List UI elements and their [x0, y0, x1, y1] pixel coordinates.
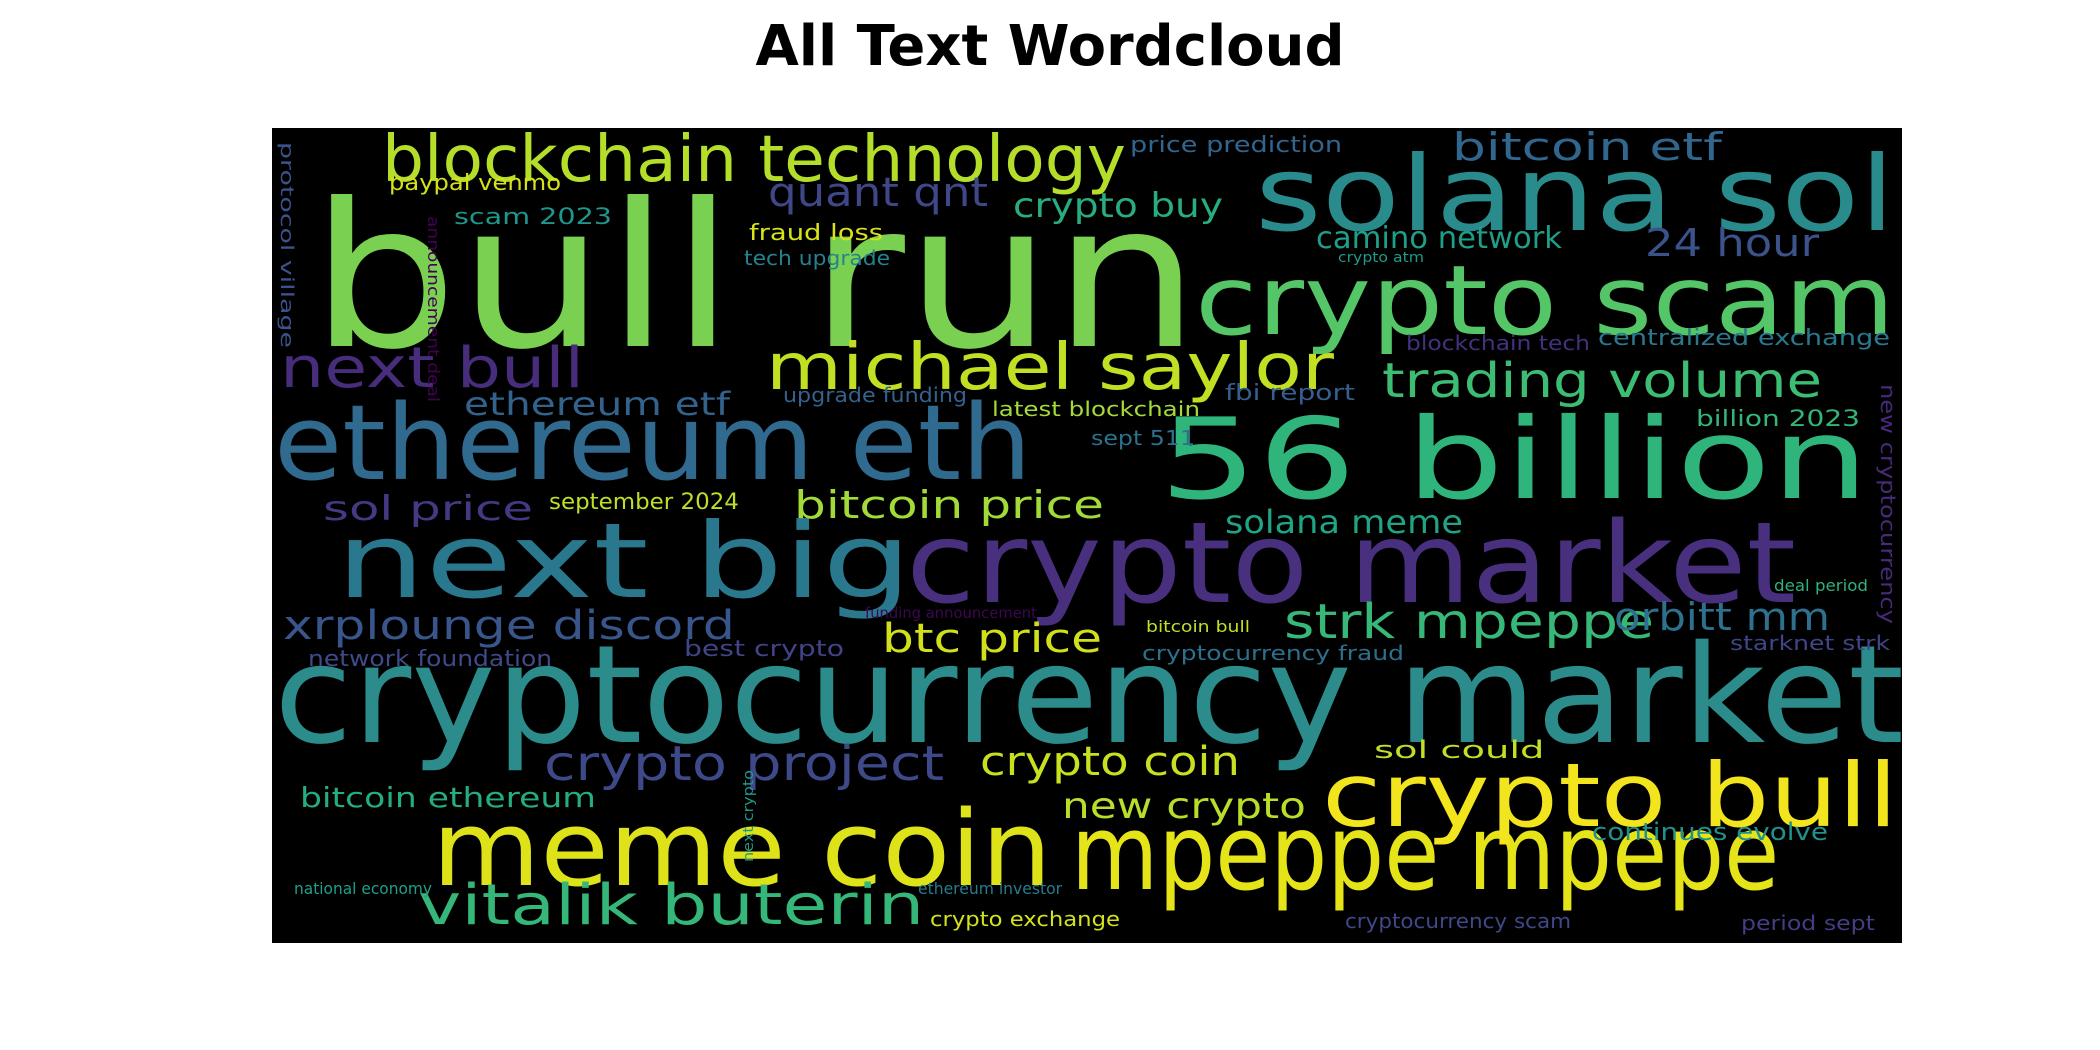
- wordcloud-word: starknet strk: [1730, 631, 1890, 655]
- wordcloud-word: fbi report: [1225, 381, 1355, 406]
- chart-title: All Text Wordcloud: [755, 14, 1345, 79]
- wordcloud-word: crypto exchange: [930, 907, 1120, 931]
- wordcloud-word: sept 511: [1091, 426, 1196, 450]
- wordcloud-word: next big: [336, 500, 912, 622]
- wordcloud-word: protocol village: [276, 142, 297, 348]
- wordcloud-word: fraud loss: [749, 221, 884, 246]
- wordcloud-word: xrplounge discord: [283, 603, 735, 649]
- wordcloud-word: crypto market: [906, 499, 1797, 629]
- wordcloud-word: crypto scam: [1195, 245, 1895, 357]
- wordcloud-word: crypto project: [544, 736, 945, 792]
- wordcloud-word: centralized exchange: [1598, 326, 1891, 351]
- wordcloud-word: mpeppe mpepe: [1071, 792, 1780, 914]
- wordcloud-word: next crypto: [741, 769, 757, 862]
- wordcloud-word: tech upgrade: [744, 246, 891, 270]
- wordcloud-word: new crypto: [1062, 786, 1306, 827]
- wordcloud-word: next bull: [280, 336, 585, 401]
- wordcloud-word: bull run: [310, 161, 1201, 394]
- wordcloud-word: btc price: [882, 616, 1103, 662]
- wordcloud-word: crypto coin: [980, 739, 1240, 785]
- wordcloud-word: best crypto: [684, 637, 844, 662]
- wordcloud-word: trading volume: [1382, 353, 1822, 409]
- wordcloud-word: ethereum investor: [918, 879, 1063, 898]
- wordcloud-word: camino network: [1316, 221, 1562, 256]
- wordcloud-word: national economy: [294, 879, 433, 898]
- wordcloud-word: 24 hour: [1645, 221, 1820, 265]
- wordcloud-word: quant qnt: [768, 170, 989, 216]
- wordcloud-word: blockchain tech: [1406, 331, 1591, 355]
- wordcloud-word: period sept: [1741, 911, 1875, 935]
- wordcloud-word: latest blockchain: [992, 397, 1201, 421]
- wordcloud-word: sol price: [323, 489, 534, 529]
- wordcloud-word: orbitt mm: [1614, 595, 1830, 639]
- wordcloud-word: continues evolve: [1592, 818, 1828, 846]
- wordcloud-word: bitcoin ethereum: [300, 781, 596, 814]
- wordcloud-word: cryptocurrency fraud: [1142, 641, 1404, 665]
- wordcloud-word: funding announcement: [865, 604, 1037, 622]
- wordcloud-word: bitcoin etf: [1452, 128, 1722, 169]
- wordcloud-word: strk mpeppe: [1284, 594, 1655, 650]
- wordcloud-word: cryptocurrency market: [274, 617, 1902, 775]
- wordcloud-word: price prediction: [1130, 133, 1343, 158]
- wordcloud-word: 56 billion: [1159, 395, 1870, 525]
- wordcloud-word: solana meme: [1225, 503, 1463, 541]
- wordcloud-canvas: bull run cryptocurrency market solana sol c…: [272, 128, 1902, 943]
- wordcloud-word: ethereum etf: [464, 385, 731, 423]
- wordcloud-word: scam 2023: [454, 205, 613, 230]
- wordcloud-word: michael saylor: [766, 331, 1334, 405]
- wordcloud-word: deal period: [1774, 576, 1869, 595]
- wordcloud-word: upgrade funding: [783, 383, 968, 407]
- wordcloud-word: bitcoin price: [794, 483, 1104, 527]
- wordcloud-word: meme coin: [432, 788, 1052, 910]
- wordcloud-word: blockchain technology: [382, 128, 1127, 197]
- wordcloud-word: crypto bull: [1322, 744, 1898, 847]
- wordcloud-word: billion 2023: [1696, 407, 1860, 432]
- wordcloud-word: vitalik buterin: [418, 873, 925, 938]
- wordcloud-word: solana sol: [1255, 133, 1895, 255]
- wordcloud-word: bitcoin bull: [1146, 617, 1250, 636]
- wordcloud-word: paypal venmo: [389, 171, 562, 196]
- wordcloud-word: ethereum eth: [274, 382, 1032, 504]
- wordcloud-word: sol could: [1374, 736, 1545, 764]
- wordcloud-word: cryptocurrency scam: [1345, 909, 1572, 933]
- wordcloud-word: crypto atm: [1338, 250, 1424, 266]
- wordcloud-word: september 2024: [549, 490, 739, 515]
- wordcloud-word: network foundation: [308, 647, 553, 672]
- wordcloud-word: new cryptocurrency: [1876, 384, 1900, 624]
- wordcloud-word: announcement deal: [424, 216, 443, 403]
- wordcloud-word: crypto buy: [1013, 186, 1223, 226]
